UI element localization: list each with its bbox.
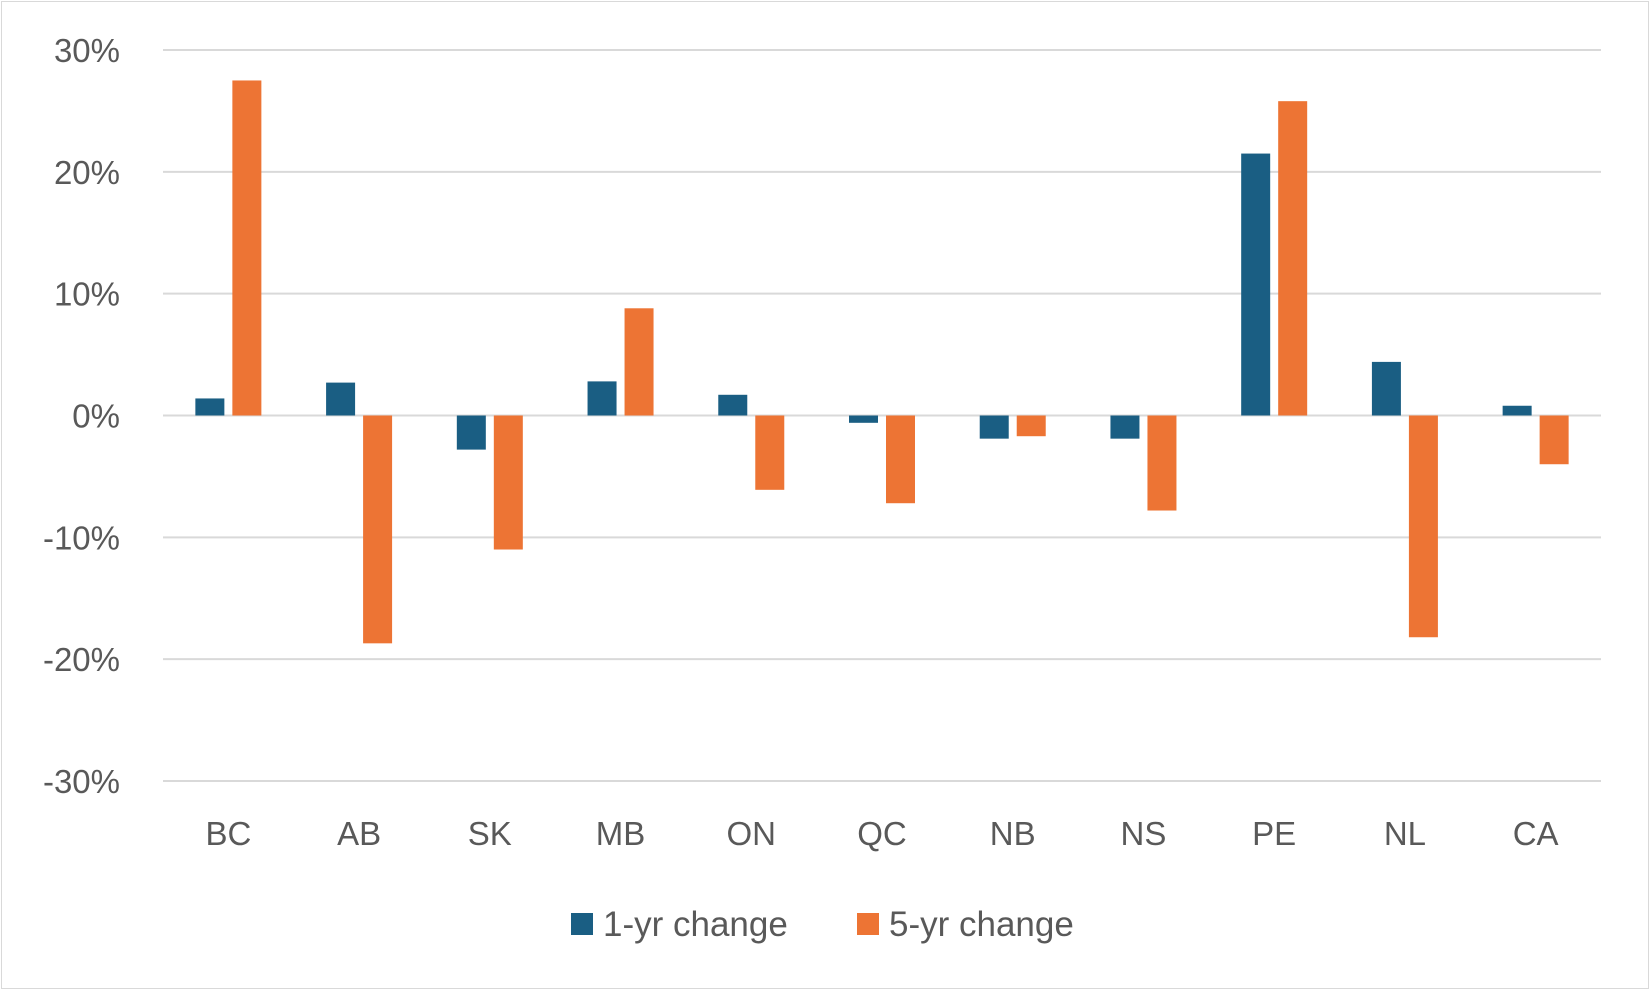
y-tick-label: -10% <box>43 519 120 556</box>
x-tick-label: AB <box>337 815 381 852</box>
x-tick-label: CA <box>1513 815 1559 852</box>
bar-5yr-ab <box>363 415 393 644</box>
bar-1yr-ns <box>1110 415 1140 439</box>
legend-swatch-5yr <box>857 913 879 935</box>
y-tick-label: 20% <box>54 154 120 191</box>
legend: 1-yr change 5-yr change <box>571 905 1074 944</box>
legend-swatch-1yr <box>571 913 593 935</box>
x-tick-label: NS <box>1121 815 1167 852</box>
y-tick-label: -30% <box>43 763 120 800</box>
x-tick-label: BC <box>205 815 251 852</box>
bar-1yr-qc <box>849 415 878 423</box>
bar-1yr-nl <box>1371 361 1401 416</box>
bar-1yr-nb <box>979 415 1009 439</box>
legend-label-5yr: 5-yr change <box>889 905 1074 944</box>
x-tick-label: SK <box>468 815 512 852</box>
bar-1yr-mb <box>587 381 617 416</box>
bar-5yr-qc <box>886 415 915 504</box>
x-tick-label: MB <box>596 815 646 852</box>
x-tick-label: QC <box>857 815 907 852</box>
bar-5yr-on <box>755 415 785 490</box>
x-tick-label: ON <box>727 815 777 852</box>
y-tick-label: 10% <box>54 276 120 313</box>
bar-1yr-ca <box>1502 405 1532 416</box>
bar-5yr-ns <box>1147 415 1177 511</box>
bar-1yr-bc <box>195 398 225 416</box>
x-tick-label: NL <box>1384 815 1426 852</box>
x-tick-label: PE <box>1252 815 1296 852</box>
bar-5yr-mb <box>624 308 654 416</box>
bar-1yr-pe <box>1241 153 1271 416</box>
bar-5yr-pe <box>1278 101 1308 416</box>
legend-label-1yr: 1-yr change <box>603 905 788 944</box>
bar-5yr-nb <box>1016 415 1046 437</box>
bar-5yr-ca <box>1539 415 1569 465</box>
y-tick-label: 0% <box>72 398 120 435</box>
x-tick-label: NB <box>990 815 1036 852</box>
bar-1yr-sk <box>456 415 486 450</box>
bar-5yr-sk <box>493 415 523 550</box>
bars <box>195 80 1569 644</box>
gridlines <box>163 49 1601 782</box>
bar-5yr-nl <box>1408 415 1438 638</box>
y-tick-label: -20% <box>43 641 120 678</box>
bar-5yr-bc <box>232 80 262 416</box>
bar-1yr-ab <box>326 382 356 416</box>
bar-1yr-on <box>718 394 748 416</box>
y-axis-tick-labels: 30% 20% 10% 0% -10% -20% -30% <box>43 32 120 800</box>
x-axis-tick-labels: BC AB SK MB ON QC NB NS PE NL CA <box>205 815 1558 852</box>
y-tick-label: 30% <box>54 32 120 69</box>
